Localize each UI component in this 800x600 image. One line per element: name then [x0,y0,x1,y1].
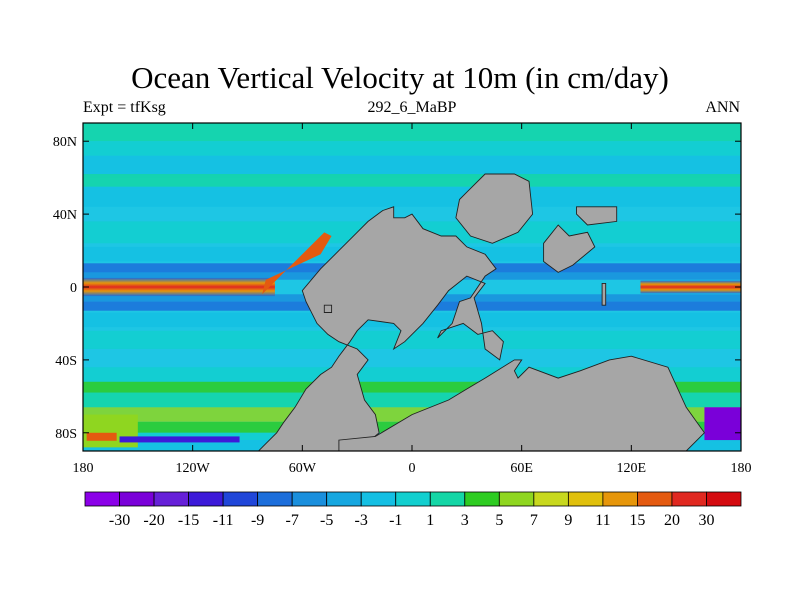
colorbar-label: -3 [355,512,368,529]
colorbar-box [567,491,604,507]
colorbar-label: 7 [530,512,538,529]
colorbar-box [429,491,466,507]
colorbar-box [498,491,535,507]
lat-tick-label: 40S [55,354,77,369]
colorbar-label: -5 [320,512,333,529]
season-label: ANN [705,99,740,116]
colorbar-box [395,491,431,507]
land-mass [543,224,596,273]
equatorial-upwelling-west [83,277,275,297]
colorbar-box [464,491,500,507]
colorbar-box [602,491,638,507]
colorbar-label: -1 [389,512,402,529]
ocean-band [83,123,741,142]
map-title: Ocean Vertical Velocity at 10m (in cm/da… [131,60,669,95]
land-mass [323,304,333,313]
lon-tick-label: 120E [617,461,647,476]
axis-ticks: 80N 40N 0 40S 80S 180 120W 60W 0 60E 120E 180 [53,123,752,476]
colorbar-box [188,491,224,507]
lon-tick-label: 0 [409,461,416,476]
lat-tick-label: 80N [53,135,77,150]
colorbar-label: 11 [595,512,610,529]
land-mass [338,355,705,451]
colorbar-label: -7 [285,512,298,529]
colorbar-label: -11 [213,512,234,529]
colorbar-label: 20 [664,512,680,529]
land-mass [257,206,504,451]
ocean-band [83,186,741,207]
colorbar-box [222,491,259,507]
experiment-label: Expt = tfKsg [83,99,166,116]
lon-tick-label: 60W [289,461,317,476]
southern-patch [119,436,240,443]
colorbar-label: -30 [109,512,130,529]
colorbar-label: -15 [178,512,199,529]
land-mass [576,206,618,226]
lon-tick-label: 180 [73,461,94,476]
ocean-band [83,381,741,393]
colorbar-box [119,491,155,507]
colorbar-box [706,491,742,507]
land-mass [601,282,607,306]
colorbar-box [326,491,362,507]
lat-tick-label: 80S [55,427,77,442]
colorbar-label: 30 [698,512,714,529]
lat-tick-label: 40N [53,208,77,223]
coastal-upwelling [262,232,332,295]
equatorial-upwelling-east [640,280,741,294]
colorbar-box [291,491,328,507]
land-mass [455,173,534,244]
colorbar-label: 15 [629,512,645,529]
lon-tick-label: 180 [731,461,752,476]
southern-patch [704,407,741,441]
colorbar-box [153,491,189,507]
colorbar-label: 5 [495,512,503,529]
colorbar-label: 9 [564,512,572,529]
colorbar-box [637,491,673,507]
lon-tick-label: 60E [510,461,533,476]
colorbar-box [360,491,397,507]
colorbar-box [533,491,569,507]
colorbar-label: -9 [251,512,264,529]
colorbar-box [671,491,707,507]
ocean-band [83,155,741,178]
ocean-band [83,141,741,156]
lon-tick-label: 120W [176,461,211,476]
colorbar-label: 1 [426,512,434,529]
period-label: 292_6_MaBP [367,99,457,116]
lat-tick-label: 0 [70,281,77,296]
colorbar-box [257,491,293,507]
colorbar-label: -20 [143,512,164,529]
southern-patch [86,432,117,441]
land-masses [257,173,705,451]
ocean-band [83,330,741,349]
colorbar-box [84,491,120,507]
ocean-band [83,174,741,187]
colorbar-label: 3 [461,512,469,529]
